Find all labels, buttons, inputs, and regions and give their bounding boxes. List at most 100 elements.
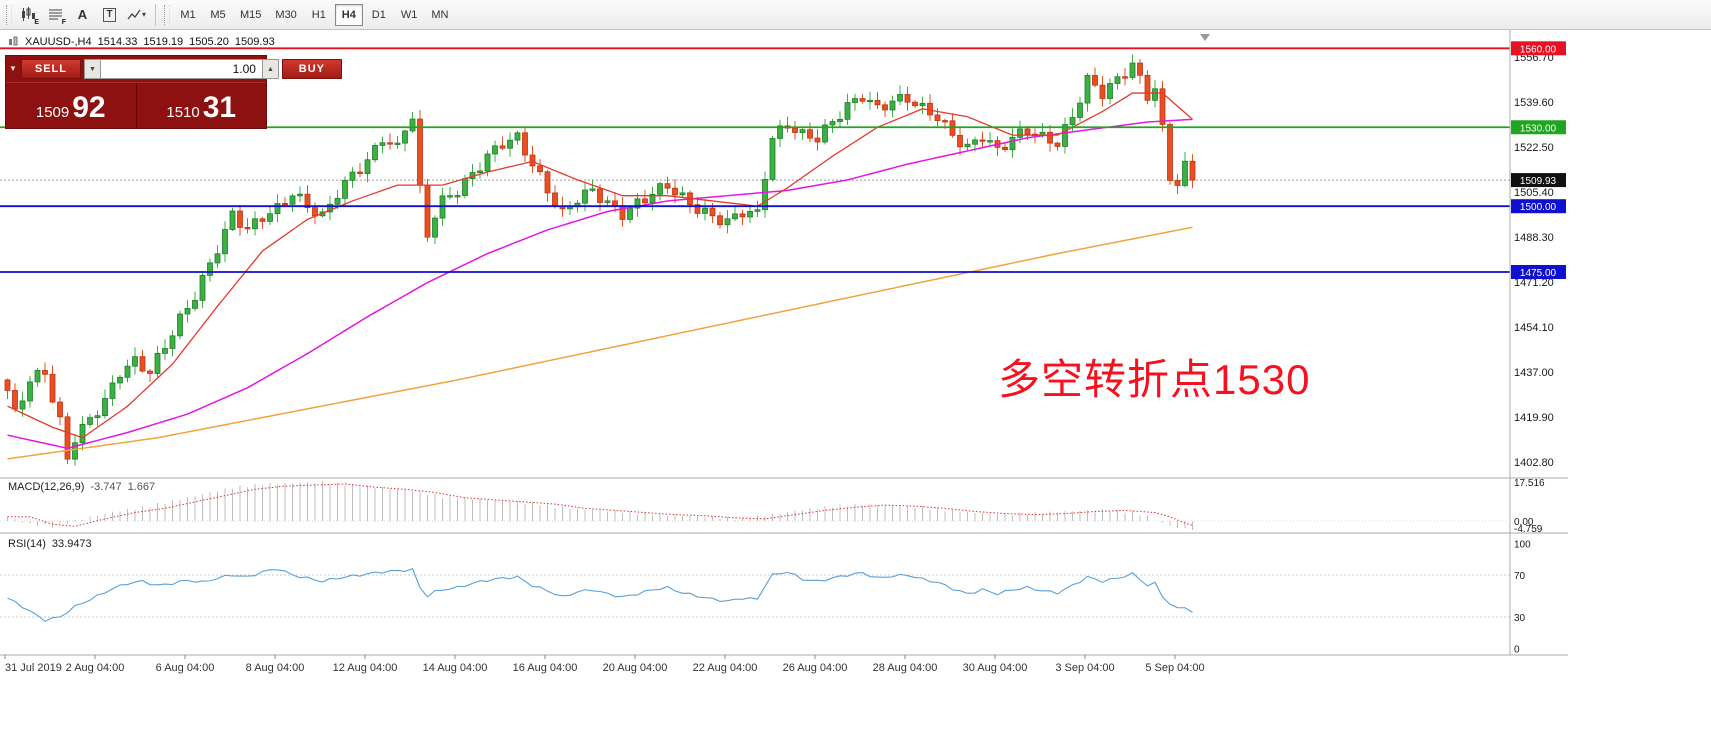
dropdown-caret-icon: ▾ [141, 10, 146, 19]
date-label: 3 Sep 04:00 [1055, 662, 1114, 674]
timeframe-m1-button[interactable]: M1 [174, 4, 202, 26]
timeframe-d1-button[interactable]: D1 [365, 4, 393, 26]
timeframe-w1-button[interactable]: W1 [395, 4, 424, 26]
date-label: 14 Aug 04:00 [423, 662, 488, 674]
close-value: 1509.93 [234, 36, 275, 48]
rsi-axis-label: 70 [1514, 571, 1526, 582]
price-tick-label: 1522.50 [1514, 142, 1554, 154]
ma-mid-magenta-line [7, 118, 1193, 450]
trendline-icon [127, 9, 141, 19]
rsi-axis-label: 100 [1514, 540, 1531, 551]
toolbar-gripper[interactable] [6, 4, 12, 25]
chart-area: 1556.70 1539.60 1522.50 1505.40 1488.30 1471.… [0, 30, 1711, 738]
list-lines-icon [49, 9, 62, 19]
price-badge [1511, 265, 1566, 280]
date-label: 2 Aug 04:00 [66, 662, 125, 674]
toolbar-separator [155, 3, 156, 26]
macd-title: MACD(12,26,9) [8, 481, 85, 493]
ma-slow-orange-line [7, 226, 1193, 460]
date-label: 6 Aug 04:00 [156, 662, 215, 674]
timeframe-m30-button[interactable]: M30 [269, 4, 302, 26]
price-badge [1511, 199, 1566, 214]
price-divider [135, 83, 137, 128]
date-label: 31 Jul 2019 [5, 662, 62, 674]
price-badge-label: 1560.00 [1520, 44, 1557, 55]
volume-increase-button[interactable]: ▲ [261, 59, 279, 79]
sell-price-base: 1509 [35, 104, 70, 121]
sell-price-button[interactable]: 1509 92 [6, 83, 136, 128]
date-label: 5 Sep 04:00 [1145, 662, 1204, 674]
candlestick-chart-icon [21, 7, 35, 21]
collapse-panel-icon[interactable]: ▼ [9, 64, 17, 73]
buy-button[interactable]: BUY [281, 59, 342, 79]
date-label: 26 Aug 04:00 [783, 662, 848, 674]
toolbar-gripper[interactable] [164, 4, 170, 25]
price-tick-label: 1505.40 [1514, 187, 1554, 199]
price-badge [1511, 173, 1566, 188]
macd-pane-label: MACD(12,26,9) -3.747 1.667 [8, 481, 155, 493]
tool-sub-label: F [61, 18, 66, 26]
date-label: 28 Aug 04:00 [873, 662, 938, 674]
tool-sub-label: E [34, 18, 39, 26]
sell-button[interactable]: SELL [20, 59, 81, 79]
high-value: 1519.19 [143, 36, 184, 48]
candles-layer [4, 54, 1196, 466]
trade-panel-top-row: ▼ SELL ▼ ▲ BUY [6, 56, 342, 82]
price-tick-label: 1437.00 [1514, 367, 1554, 379]
chart-text-annotation[interactable]: 多空转折点1530 [998, 356, 1311, 403]
timeframe-m15-button[interactable]: M15 [234, 4, 267, 26]
macd-axis-label: 17.516 [1514, 478, 1545, 489]
rsi-line [7, 567, 1193, 623]
low-value: 1505.20 [189, 36, 229, 48]
price-tick-label: 1454.10 [1514, 322, 1554, 334]
price-chart-canvas[interactable]: 1556.701539.601522.501505.401488.301471.… [0, 30, 1711, 676]
top-toolbar: E F A T ▾ M1 M5 M15 M30 [0, 0, 1711, 30]
rsi-axis-label: 0 [1514, 645, 1520, 656]
volume-spinner: ▼ ▲ [83, 59, 279, 79]
timeframe-h4-button[interactable]: H4 [334, 3, 363, 26]
volume-decrease-button[interactable]: ▼ [83, 59, 101, 79]
font-tool-button[interactable]: A [69, 3, 96, 27]
rsi-value: 33.9473 [51, 538, 92, 550]
macd-axis-label: 0.00 [1514, 517, 1534, 528]
macd-histogram [7, 481, 1193, 530]
price-tick-label: 1488.30 [1514, 232, 1554, 244]
depth-tool-button[interactable]: F [42, 3, 69, 27]
macd-main-value: -3.747 [90, 481, 122, 493]
date-label: 30 Aug 04:00 [963, 662, 1028, 674]
date-label: 20 Aug 04:00 [603, 662, 668, 674]
price-tick-label: 1402.80 [1514, 457, 1554, 469]
timeframe-mn-button[interactable]: MN [425, 4, 454, 26]
macd-signal-line [7, 483, 1193, 527]
date-label: 12 Aug 04:00 [333, 662, 398, 674]
volume-input[interactable] [100, 59, 262, 79]
timeframe-m5-button[interactable]: M5 [204, 4, 232, 26]
date-label: 8 Aug 04:00 [246, 662, 305, 674]
buy-price-button[interactable]: 1510 31 [137, 83, 267, 128]
buy-price-fraction: 31 [202, 91, 237, 124]
price-badge [1511, 41, 1566, 56]
trade-panel-prices: 1509 92 1510 31 [6, 82, 266, 128]
rsi-pane-label: RSI(14) 33.9473 [8, 538, 92, 550]
sell-price-fraction: 92 [72, 91, 106, 124]
symbol-period-label: XAUUSD-,H4 [25, 36, 92, 48]
one-click-trading-panel: ▼ SELL ▼ ▲ BUY 1509 92 1510 31 [5, 55, 342, 129]
chart-shift-marker[interactable] [1200, 34, 1210, 41]
candles-tool-button[interactable]: E [15, 3, 42, 27]
price-badge-label: 1475.00 [1520, 268, 1557, 279]
price-badge-label: 1509.93 [1520, 176, 1557, 187]
timeframe-h1-button[interactable]: H1 [305, 4, 333, 26]
letter-a-icon: A [77, 7, 88, 22]
date-label: 16 Aug 04:00 [513, 662, 578, 674]
date-label: 22 Aug 04:00 [693, 662, 758, 674]
text-tool-button[interactable]: T [96, 3, 123, 27]
price-tick-label: 1419.90 [1514, 412, 1554, 424]
rsi-axis-label: 30 [1514, 613, 1526, 624]
open-value: 1514.33 [97, 36, 138, 48]
buy-price-base: 1510 [166, 104, 200, 121]
mini-chart-icon [9, 36, 18, 46]
price-tick-label: 1539.60 [1514, 97, 1554, 109]
line-studies-button[interactable]: ▾ [123, 3, 150, 27]
price-badge-label: 1500.00 [1520, 202, 1557, 213]
